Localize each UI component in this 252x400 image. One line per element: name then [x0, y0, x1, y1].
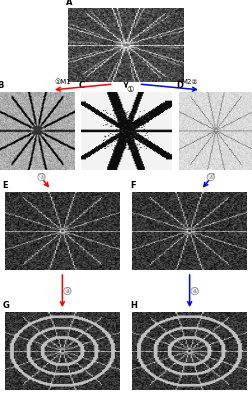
Text: ③: ③ — [38, 174, 45, 180]
Text: A: A — [66, 0, 72, 6]
Text: D: D — [176, 82, 183, 90]
Text: B: B — [0, 82, 3, 90]
Text: C: C — [79, 82, 85, 90]
Text: ①M1: ①M1 — [55, 79, 72, 85]
Text: ④: ④ — [64, 288, 71, 294]
Text: ①: ① — [126, 86, 134, 94]
Text: G: G — [3, 302, 10, 310]
Text: H: H — [130, 302, 137, 310]
Text: E: E — [3, 182, 8, 190]
Text: F: F — [130, 182, 136, 190]
Text: M2②: M2② — [182, 79, 198, 85]
Text: ④: ④ — [192, 288, 198, 294]
Text: ③: ③ — [208, 174, 214, 180]
